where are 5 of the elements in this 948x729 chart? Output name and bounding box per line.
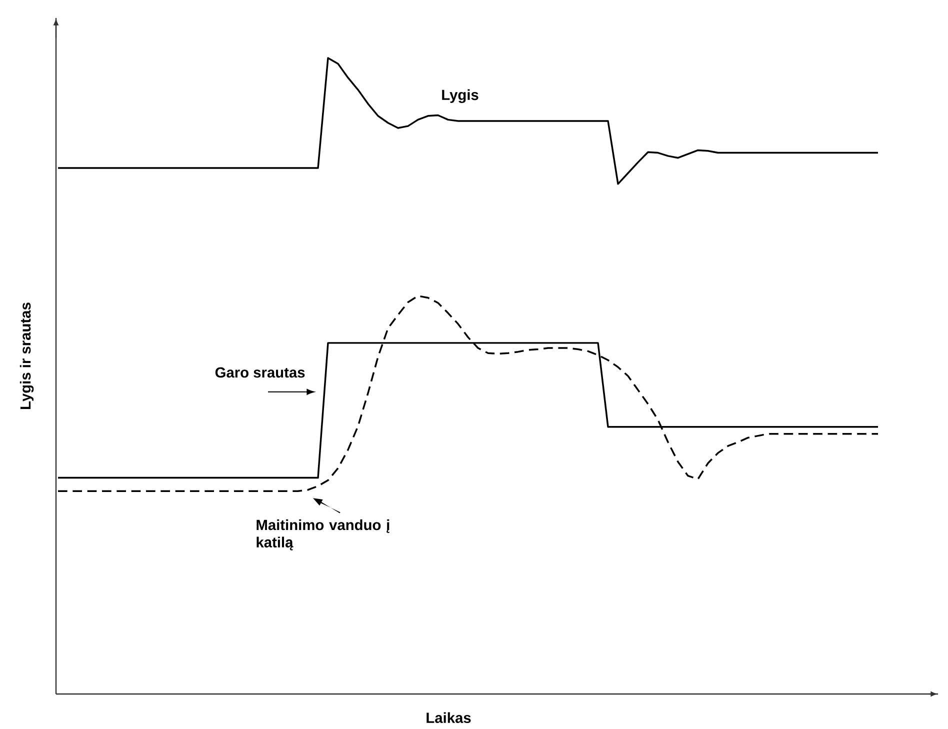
y-axis-title: Lygis ir srautas (20, 302, 34, 409)
series-label: Lygis (442, 89, 478, 104)
legend-label: Maitinimo vanduo į katilą (256, 519, 390, 550)
x-axis-title: Laikas (426, 712, 471, 724)
series-label: Garo srautas (215, 367, 305, 378)
